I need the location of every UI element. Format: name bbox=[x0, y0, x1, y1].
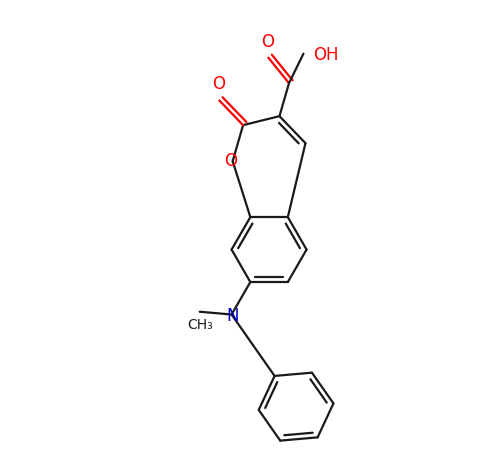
Text: O: O bbox=[261, 33, 274, 51]
Text: OH: OH bbox=[314, 45, 339, 63]
Text: N: N bbox=[226, 307, 239, 325]
Text: O: O bbox=[224, 151, 237, 169]
Text: O: O bbox=[212, 75, 225, 93]
Text: CH₃: CH₃ bbox=[187, 318, 213, 331]
